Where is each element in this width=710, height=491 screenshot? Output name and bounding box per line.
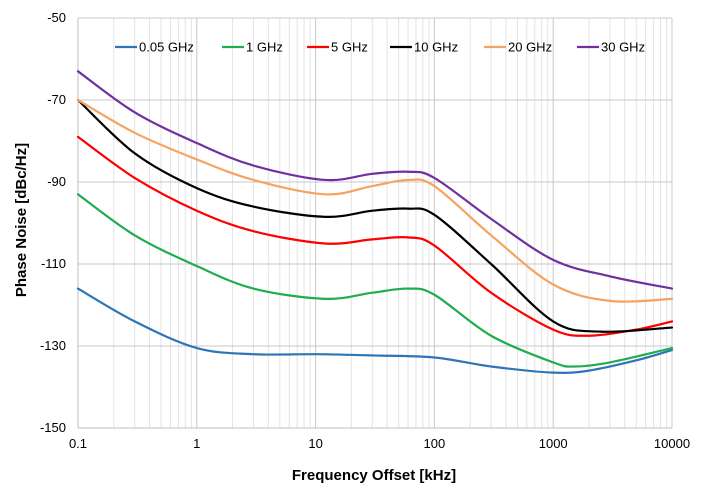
x-tick-label: 10: [308, 436, 322, 451]
x-tick-label: 1000: [539, 436, 568, 451]
legend-label: 20 GHz: [508, 40, 552, 55]
x-tick-label: 100: [424, 436, 446, 451]
x-tick-label: 1: [193, 436, 200, 451]
legend-label: 0.05 GHz: [139, 40, 194, 55]
legend: 0.05 GHz 1 GHz 5 GHz 10 GHz 20 GHz 30 GHz: [115, 40, 645, 55]
series-line-4: [76, 98, 674, 333]
y-axis-title: Phase Noise [dBc/Hz]: [13, 143, 30, 297]
series-line-5: [76, 98, 674, 303]
series-layer: [76, 70, 674, 375]
y-tick-label: -110: [41, 256, 66, 271]
series-line-6: [76, 70, 674, 290]
legend-label: 1 GHz: [246, 40, 283, 55]
legend-label: 10 GHz: [414, 40, 458, 55]
series-line-3: [76, 135, 674, 337]
y-tick-label: -50: [47, 10, 66, 25]
x-tick-label: 0.1: [69, 436, 87, 451]
legend-label: 30 GHz: [601, 40, 645, 55]
y-tick-label: -70: [47, 92, 66, 107]
axis-layer: 0.1 1 10 100 1000 10000 -150 -130 -110 -90 -70 -50: [40, 10, 690, 451]
x-tick-label: 10000: [654, 436, 690, 451]
series-line-1: [76, 287, 674, 375]
legend-label: 5 GHz: [331, 40, 368, 55]
x-axis-title: Frequency Offset [kHz]: [292, 467, 456, 484]
y-tick-label: -90: [47, 174, 66, 189]
series-line-2: [76, 193, 674, 368]
y-tick-label: -150: [40, 420, 66, 435]
y-tick-label: -130: [40, 338, 66, 353]
